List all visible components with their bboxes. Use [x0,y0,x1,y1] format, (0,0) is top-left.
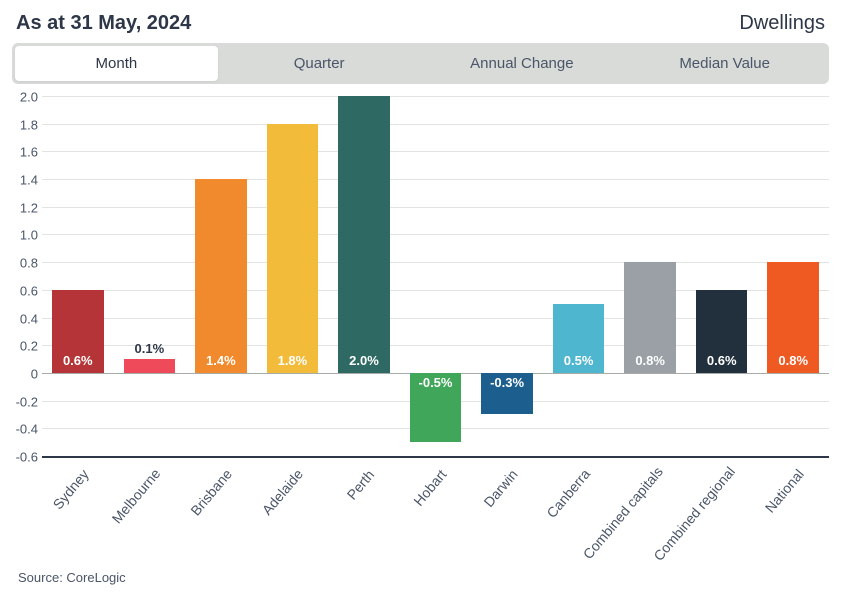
x-tick-label: Darwin [480,466,520,510]
x-label-slot: Adelaide [257,456,329,566]
y-tick-label: 1.8 [12,117,38,132]
bar-slot: 0.5% [543,96,615,456]
bar-value-label: 1.4% [185,353,257,368]
x-label-slot: National [757,456,829,566]
y-tick-label: 1.2 [12,200,38,215]
x-tick-label: National [762,466,807,516]
x-label-slot: Melbourne [114,456,186,566]
bar-slot: 0.6% [686,96,758,456]
x-tick-label: Adelaide [259,466,306,518]
y-tick-label: 0.2 [12,339,38,354]
category-label: Dwellings [739,12,825,35]
x-label-slot: Perth [328,456,400,566]
bar-slot: -0.5% [400,96,472,456]
bar-slot: 0.6% [42,96,114,456]
bar-value-label: 2.0% [328,353,400,368]
bar-melbourne [124,359,176,373]
x-tick-label: Canberra [543,466,593,521]
bar-value-label: 1.8% [257,353,329,368]
bar-slot: 1.8% [257,96,329,456]
x-tick-label: Perth [344,467,378,503]
bar-value-label: 0.5% [543,353,615,368]
y-tick-label: 0 [12,366,38,381]
x-label-slot: Darwin [471,456,543,566]
x-tick-label: Sydney [49,466,91,512]
bar-slot: 1.4% [185,96,257,456]
bar-value-label: 0.6% [686,353,758,368]
bar-chart: -0.6-0.4-0.200.20.40.60.81.01.21.41.61.8… [12,96,829,456]
y-tick-label: -0.2 [12,394,38,409]
y-tick-label: -0.4 [12,422,38,437]
x-tick-label: Melbourne [109,465,164,526]
bar-value-label: 0.6% [42,353,114,368]
bar-value-label: 0.8% [757,353,829,368]
y-tick-label: 0.4 [12,311,38,326]
bar-slot: -0.3% [471,96,543,456]
x-label-slot: Sydney [42,456,114,566]
x-label-slot: Canberra [543,456,615,566]
y-tick-label: -0.6 [12,450,38,465]
bar-brisbane [195,179,247,373]
bar-slot: 2.0% [328,96,400,456]
bar-slot: 0.1% [114,96,186,456]
tab-month[interactable]: Month [15,46,218,81]
bar-perth [338,96,390,373]
x-label-slot: Combined capitals [614,456,686,566]
x-tick-label: Brisbane [187,466,235,519]
bar-value-label: 0.1% [114,341,186,356]
tab-annual-change[interactable]: Annual Change [421,46,624,81]
y-tick-label: 1.6 [12,145,38,160]
bar-value-label: -0.3% [471,375,543,390]
bar-slot: 0.8% [614,96,686,456]
source-text: Source: CoreLogic [12,566,829,585]
y-tick-label: 1.0 [12,228,38,243]
bar-value-label: 0.8% [614,353,686,368]
y-tick-label: 2.0 [12,90,38,105]
bar-value-label: -0.5% [400,375,472,390]
as-at-date: As at 31 May, 2024 [16,12,191,35]
metric-tabs: MonthQuarterAnnual ChangeMedian Value [12,43,829,84]
x-tick-label: Hobart [410,466,449,508]
x-label-slot: Hobart [400,456,472,566]
tab-median-value[interactable]: Median Value [623,46,826,81]
y-tick-label: 1.4 [12,173,38,188]
y-tick-label: 0.8 [12,256,38,271]
bar-adelaide [267,124,319,373]
tab-quarter[interactable]: Quarter [218,46,421,81]
x-label-slot: Combined regional [686,456,758,566]
y-tick-label: 0.6 [12,283,38,298]
bar-slot: 0.8% [757,96,829,456]
x-label-slot: Brisbane [185,456,257,566]
